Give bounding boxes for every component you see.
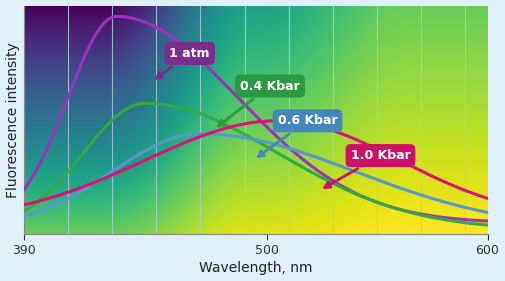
Text: 0.6 Kbar: 0.6 Kbar	[258, 114, 337, 157]
X-axis label: Wavelength, nm: Wavelength, nm	[199, 261, 313, 275]
Text: 1.0 Kbar: 1.0 Kbar	[325, 149, 411, 187]
Text: 0.4 Kbar: 0.4 Kbar	[218, 80, 300, 126]
Text: 1 atm: 1 atm	[157, 47, 210, 78]
Y-axis label: Fluorescence intensity: Fluorescence intensity	[6, 42, 20, 198]
